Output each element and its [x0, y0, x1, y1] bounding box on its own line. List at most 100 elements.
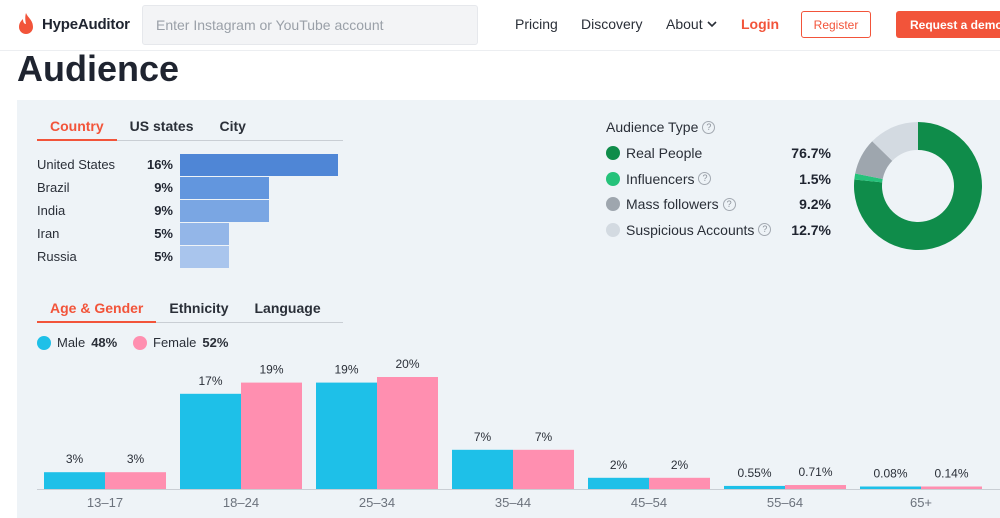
- female-value-label: 3%: [127, 452, 145, 466]
- age-tick-label: 45–54: [631, 495, 667, 510]
- donut-slice: [855, 141, 893, 179]
- female-bar: [921, 486, 982, 489]
- country-row: India 9%: [37, 200, 337, 222]
- male-value-label: 17%: [198, 374, 222, 388]
- country-pct: 16%: [146, 157, 173, 172]
- nav-pricing-link[interactable]: Pricing: [515, 16, 558, 32]
- audience-type-label: Real People: [626, 145, 702, 161]
- geo-tabs: Country US states City: [37, 113, 343, 141]
- female-value-label: 2%: [671, 458, 689, 472]
- audience-type-row: Influencers? 1.5%: [606, 169, 831, 189]
- audience-type-label: Mass followers?: [626, 196, 736, 212]
- audience-type-name: Real People: [626, 145, 703, 161]
- female-bar: [241, 382, 302, 489]
- audience-type-label: Suspicious Accounts?: [626, 222, 772, 238]
- country-pct: 5%: [154, 226, 173, 241]
- country-row: Russia 5%: [37, 246, 337, 268]
- audience-type-donut-chart: [854, 122, 982, 250]
- tab-city[interactable]: City: [219, 118, 246, 134]
- male-value-label: 3%: [66, 452, 84, 466]
- brand-logo[interactable]: HypeAuditor: [16, 12, 130, 36]
- demographic-tabs: Age & Gender Ethnicity Language: [37, 295, 343, 323]
- donut-slice: [854, 122, 982, 250]
- legend-male-pct: 48%: [91, 335, 118, 350]
- male-bar: [316, 382, 377, 489]
- country-bar: [180, 200, 269, 222]
- help-icon[interactable]: ?: [698, 172, 712, 185]
- flame-icon: [19, 13, 33, 34]
- male-value-label: 7%: [474, 430, 492, 444]
- donut-slice: [854, 173, 883, 183]
- audience-type-value: 12.7%: [791, 221, 831, 238]
- legend-female: Female 52%: [133, 335, 228, 350]
- male-bar: [588, 477, 649, 489]
- male-color-dot: [37, 335, 51, 350]
- male-bar: [724, 485, 785, 489]
- tab-ethnicity[interactable]: Ethnicity: [169, 300, 229, 316]
- female-bar: [377, 377, 438, 489]
- male-bar: [180, 393, 241, 489]
- female-bar: [649, 477, 710, 489]
- nav-about-label: About: [666, 16, 703, 32]
- audience-type-row: Real People 76.7%: [606, 143, 831, 163]
- country-pct: 5%: [154, 249, 173, 264]
- age-tick-label: 18–24: [223, 495, 259, 510]
- male-value-label: 0.08%: [873, 467, 907, 481]
- audience-type-dot: [606, 171, 620, 186]
- country-row: Iran 5%: [37, 223, 337, 245]
- audience-type-row: Mass followers? 9.2%: [606, 194, 831, 214]
- nav-login-link[interactable]: Login: [741, 16, 780, 32]
- tab-us-states[interactable]: US states: [129, 118, 194, 134]
- audience-type-dot: [606, 222, 620, 237]
- audience-type-dot: [606, 146, 620, 160]
- help-icon[interactable]: ?: [702, 120, 716, 134]
- country-name: Russia: [37, 249, 77, 264]
- age-tick-label: 35–44: [495, 495, 531, 510]
- audience-type-name: Influencers: [626, 170, 695, 187]
- female-value-label: 7%: [535, 430, 553, 444]
- country-name: Brazil: [37, 180, 70, 195]
- audience-type-label: Audience Type: [606, 119, 699, 135]
- nav-about-menu[interactable]: About: [666, 16, 717, 32]
- account-search-input[interactable]: [142, 5, 478, 45]
- country-row: United States 16%: [37, 154, 338, 176]
- age-tick-label: 25–34: [359, 495, 395, 510]
- male-value-label: 0.55%: [737, 466, 771, 480]
- country-bar: [180, 223, 230, 245]
- tab-age-gender[interactable]: Age & Gender: [37, 295, 157, 323]
- tab-language[interactable]: Language: [254, 300, 321, 316]
- donut-slice: [872, 122, 918, 161]
- male-value-label: 19%: [334, 363, 358, 377]
- register-button[interactable]: Register: [801, 11, 871, 38]
- female-bar: [105, 472, 166, 489]
- legend-female-pct: 52%: [202, 335, 229, 350]
- female-bar: [785, 485, 846, 489]
- country-row: Brazil 9%: [37, 177, 337, 199]
- age-tick-label: 65+: [910, 495, 932, 510]
- female-value-label: 19%: [259, 363, 283, 377]
- audience-type-value: 9.2%: [799, 196, 831, 212]
- country-name: Iran: [37, 226, 60, 241]
- tab-country[interactable]: Country: [37, 113, 117, 141]
- help-icon[interactable]: ?: [758, 223, 772, 236]
- request-demo-button[interactable]: Request a demo: [896, 11, 1000, 38]
- female-value-label: 0.71%: [798, 465, 832, 479]
- male-bar: [860, 486, 921, 489]
- brand-name: HypeAuditor: [42, 15, 130, 33]
- country-bar: [180, 177, 269, 199]
- age-gender-bar-chart: 3% 3% 13–17 17% 19% 18–24 19% 20% 25–34 7% 7% 35–44…: [37, 357, 1000, 510]
- male-bar: [452, 449, 513, 489]
- country-name: India: [37, 203, 66, 218]
- age-tick-label: 13–17: [87, 495, 123, 510]
- male-value-label: 2%: [610, 458, 628, 472]
- female-value-label: 20%: [395, 357, 419, 371]
- audience-type-name: Mass followers: [626, 196, 719, 212]
- audience-type-title: Audience Type ?: [606, 119, 716, 135]
- female-value-label: 0.14%: [934, 467, 968, 481]
- female-bar: [513, 449, 574, 489]
- audience-panel: Country US states City United States 16% B…: [17, 100, 1000, 518]
- male-bar: [44, 472, 105, 489]
- help-icon[interactable]: ?: [722, 197, 736, 211]
- header-divider: [0, 50, 1000, 51]
- nav-discovery-link[interactable]: Discovery: [581, 16, 643, 32]
